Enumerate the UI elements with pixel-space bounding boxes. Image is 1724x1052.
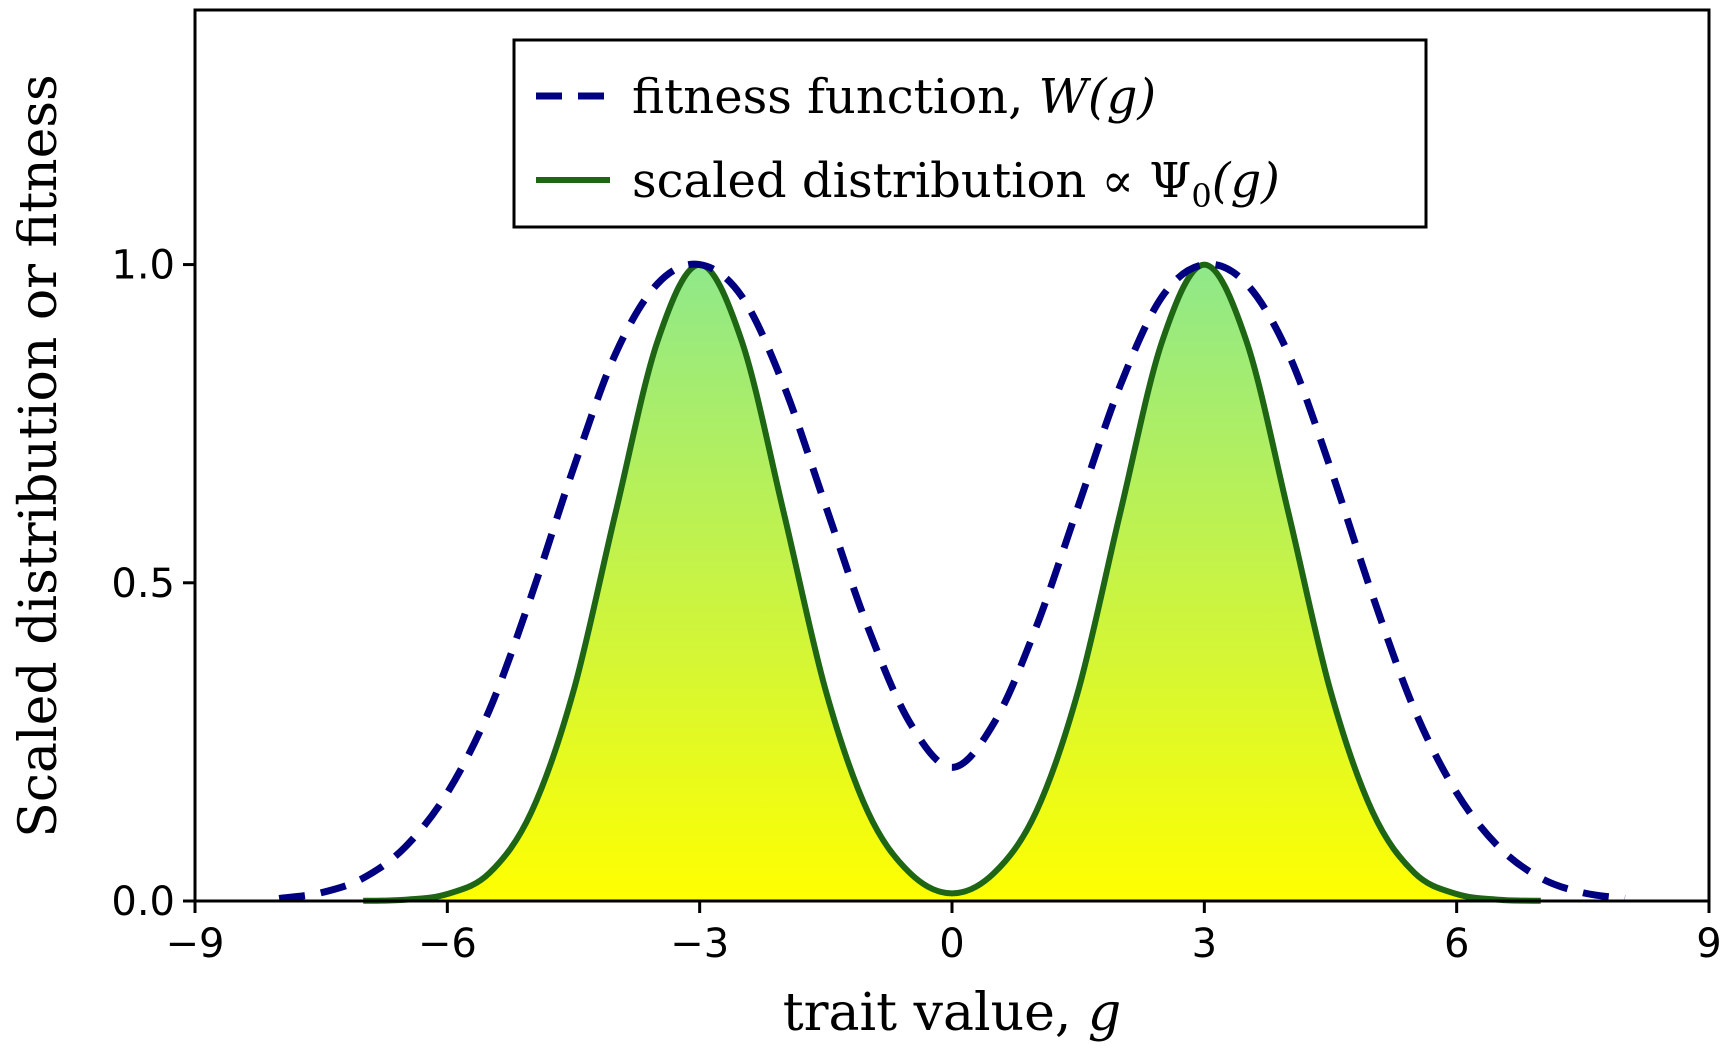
legend-fitness-prefix: fitness function, [632,69,1039,125]
legend-distribution-subscript: 0 [1191,177,1211,215]
distribution-line [363,261,1541,904]
y-axis: 0.0 0.5 1.0 [111,243,195,925]
x-tick-label: 9 [1696,921,1721,967]
legend-distribution-suffix: (g) [1212,153,1280,209]
legend: fitness function, W(g) scaled distributi… [512,38,1428,229]
x-tick-label: 3 [1192,921,1217,967]
x-tick-label: 6 [1444,921,1469,967]
legend-distribution-label: scaled distribution ∝ Ψ0(g) [632,153,1280,215]
y-tick-label: 1.0 [111,243,175,289]
y-tick-label: 0.0 [111,879,175,925]
y-axis-title: Scaled distribution or fitness [9,74,69,838]
x-axis-title-text: trait value, [783,983,1088,1043]
legend-fitness-math: W(g) [1039,69,1157,125]
x-axis-title-var: g [1088,983,1121,1043]
x-axis: −9 −6 −3 0 3 6 9 [166,901,1722,967]
x-axis-title: trait value, g [783,983,1121,1043]
legend-box [512,38,1428,229]
x-tick-label: −9 [166,921,225,967]
legend-fitness-label: fitness function, W(g) [632,69,1156,125]
plot-area [278,260,1626,904]
y-tick-label: 0.5 [111,561,175,607]
fitness-line [278,260,1626,902]
x-tick-label: −6 [418,921,477,967]
distribution-fill [363,264,1541,901]
x-tick-label: −3 [670,921,729,967]
legend-distribution-prefix: scaled distribution ∝ Ψ [632,153,1191,209]
x-tick-label: 0 [939,921,964,967]
